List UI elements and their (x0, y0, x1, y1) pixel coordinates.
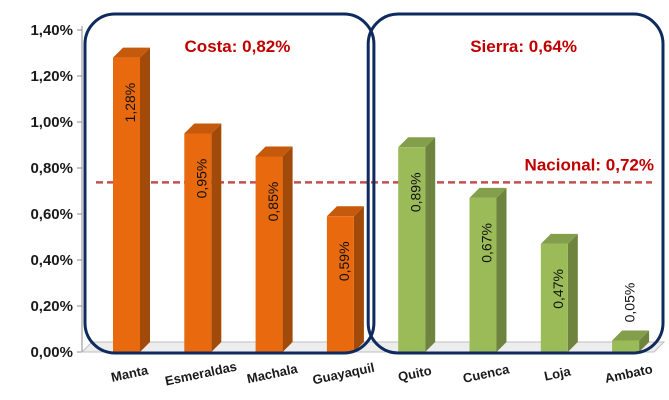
y-tick-label: 0,60% (30, 206, 73, 223)
bar-front (326, 216, 354, 352)
bar-top (612, 330, 650, 341)
data-label: 1,28% (122, 83, 138, 123)
bar-top (184, 123, 222, 134)
category-label: Cuenca (462, 361, 512, 386)
y-tick-label: 1,00% (30, 114, 73, 131)
bar-side (353, 206, 364, 352)
chart-floor (80, 341, 666, 353)
bar: 0,47% (540, 233, 578, 352)
bar-top (326, 206, 364, 217)
category-label: Esmeraldas (164, 359, 239, 389)
bar: 0,95% (184, 123, 222, 352)
category-label: Ambato (603, 361, 654, 386)
bar: 0,67% (469, 187, 507, 352)
category-label: Quito (397, 363, 433, 385)
bar-top (469, 187, 507, 198)
y-tick-label: 0,00% (30, 344, 73, 361)
chart-floor-plane (80, 341, 666, 353)
bar-front (469, 197, 497, 352)
data-label: 0,95% (194, 159, 210, 199)
category-label: Manta (110, 362, 151, 385)
bar-front (540, 243, 568, 352)
bar-side (282, 146, 293, 352)
category-labels: Manta Esmeraldas Machala Guayaquil Quito Cuen… (110, 359, 654, 389)
category-label: Machala (246, 361, 300, 386)
data-label: 0,59% (336, 241, 352, 281)
category-label: Loja (543, 363, 573, 383)
data-label: 0,67% (479, 223, 495, 263)
bar-side (211, 123, 222, 352)
group-box (83, 12, 376, 355)
bar: 1,28% (113, 47, 150, 352)
reference-line-label: Nacional: 0,72% (525, 155, 654, 174)
bar-front (255, 156, 283, 352)
data-label: 0,89% (407, 172, 423, 212)
bar-side (140, 47, 150, 352)
bars: 1,28% 0,95% 0,85% 0,59% 0,89% 0,67% 0,47% 0,05% (113, 47, 650, 352)
bar-top (398, 137, 436, 148)
bar-top (255, 146, 293, 157)
bar-side (496, 187, 507, 352)
bar-side (639, 330, 650, 352)
group-title: Sierra: 0,64% (470, 37, 577, 56)
data-label: 0,47% (550, 269, 566, 309)
bar-front (184, 133, 212, 352)
y-tick-label: 0,80% (30, 160, 73, 177)
bar-top (113, 47, 150, 58)
bar-front (113, 57, 140, 352)
data-label: 0,85% (265, 182, 281, 222)
bar-side (567, 233, 578, 352)
bar-front (398, 147, 426, 352)
group-boxes: Costa: 0,82% Sierra: 0,64% (83, 12, 665, 355)
bar: 0,59% (326, 206, 364, 352)
data-label: 0,05% (621, 283, 637, 323)
group-title: Costa: 0,82% (185, 37, 291, 56)
bar: 0,85% (255, 146, 293, 352)
bar: 0,89% (398, 137, 436, 352)
y-tick-label: 1,20% (30, 68, 73, 85)
y-axis: 0,00% 0,20% 0,40% 0,60% 0,80% 1,00% 1,20% 1,40% (30, 22, 83, 361)
y-tick-label: 0,20% (30, 298, 73, 315)
bar-side (425, 137, 436, 352)
bar-front (612, 340, 640, 352)
bar: 0,05% (612, 283, 650, 352)
bar-top (540, 233, 578, 244)
group-box (366, 12, 665, 355)
y-tick-label: 0,40% (30, 252, 73, 269)
y-tick-label: 1,40% (30, 22, 73, 39)
category-label: Guayaquil (311, 360, 376, 388)
